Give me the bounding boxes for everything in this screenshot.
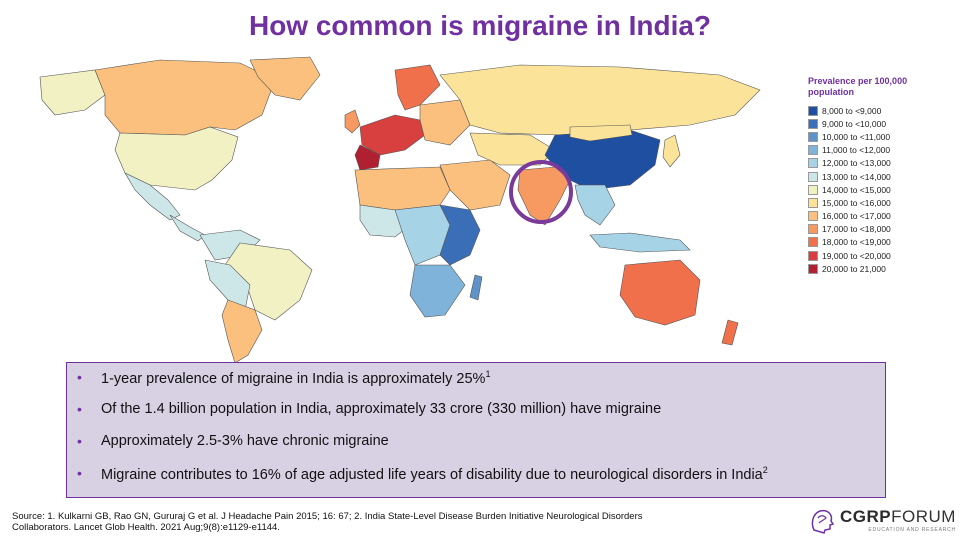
region-southern-africa [409,264,466,318]
bullet-dot-icon: • [77,433,82,449]
region-uk [344,109,361,134]
source-line-1: Source: 1. Kulkarni GB, Rao GN, Gururaj … [12,511,643,522]
region-western-europe [359,114,426,156]
legend-label: 14,000 to <15,000 [822,184,891,195]
legend-item: 14,000 to <15,000 [808,183,958,196]
region-japan [662,134,681,168]
bullet-dot-icon: • [77,465,82,481]
legend-item: 8,000 to <9,000 [808,104,958,117]
cgrp-forum-logo: CGRPFORUM EDUCATION AND RESEARCH [808,504,958,536]
legend-item: 18,000 to <19,000 [808,236,958,249]
legend-item: 19,000 to <20,000 [808,249,958,262]
legend-swatch [808,131,818,142]
bullet-text: Migraine contributes to 16% of age adjus… [101,465,768,483]
legend-label: 18,000 to <19,000 [822,237,891,248]
legend-label: 12,000 to <13,000 [822,158,891,169]
legend-item: 9,000 to <10,000 [808,117,958,130]
region-canada [94,59,276,136]
legend-swatch [808,171,818,182]
bullet-item: • Approximately 2.5-3% have chronic migra… [77,433,875,465]
logo-cgrp: CGRP [840,507,892,526]
legend-label: 16,000 to <17,000 [822,211,891,222]
bullet-text-body: 1-year prevalence of migraine in India i… [101,370,486,387]
legend-title-line2: population [808,87,854,97]
bullet-text: 1-year prevalence of migraine in India i… [101,369,490,387]
legend-label: 9,000 to <10,000 [822,118,887,129]
india-highlight-ring [509,160,573,224]
source-citation: Source: 1. Kulkarni GB, Rao GN, Gururaj … [12,511,772,533]
legend-title: Prevalence per 100,000 population [808,76,958,98]
region-usa [114,126,239,191]
legend-item: 13,000 to <14,000 [808,170,958,183]
logo-subtitle: EDUCATION AND RESEARCH [868,527,956,533]
bullet-item: • 1-year prevalence of migraine in India … [77,369,875,401]
bullet-item: • Of the 1.4 billion population in India,… [77,401,875,433]
legend-swatch [808,237,818,248]
bullet-list: • 1-year prevalence of migraine in India … [77,369,875,497]
bullet-text: Approximately 2.5-3% have chronic migrai… [101,433,389,449]
legend-label: 17,000 to <18,000 [822,224,891,235]
logo-forum: FORUM [891,507,956,526]
region-australia [619,259,701,326]
bullet-dot-icon: • [77,401,82,417]
legend-item: 15,000 to <16,000 [808,196,958,209]
bullet-item: • Migraine contributes to 16% of age adju… [77,465,875,497]
legend-item: 17,000 to <18,000 [808,223,958,236]
legend-swatch [808,197,818,208]
key-facts-box: • 1-year prevalence of migraine in India … [66,362,886,498]
region-new-zealand [721,319,739,346]
region-russia [439,64,761,136]
map-legend: Prevalence per 100,000 population 8,000 … [808,76,958,275]
legend-swatch [808,118,818,129]
legend-label: 8,000 to <9,000 [822,105,882,116]
legend-label: 10,000 to <11,000 [822,131,891,142]
legend-swatch [808,184,818,195]
legend-item: 11,000 to <12,000 [808,144,958,157]
legend-swatch [808,105,818,116]
region-madagascar [469,274,483,301]
legend-title-line1: Prevalence per 100,000 [808,76,908,86]
legend-item: 10,000 to <11,000 [808,130,958,143]
region-china [544,129,661,191]
region-mexico [124,172,181,221]
legend-items: 8,000 to <9,000 9,000 to <10,000 10,000 to… [808,104,958,275]
legend-label: 15,000 to <16,000 [822,197,891,208]
bullet-text: Of the 1.4 billion population in India, … [101,401,661,417]
legend-label: 11,000 to <12,000 [822,145,891,156]
region-southeast-asia [574,184,616,226]
legend-item: 16,000 to <17,000 [808,210,958,223]
world-prevalence-map [39,56,761,364]
legend-swatch [808,158,818,169]
citation-superscript: 2 [762,465,768,475]
legend-swatch [808,145,818,156]
legend-swatch [808,224,818,235]
legend-label: 20,000 to 21,000 [822,263,886,274]
source-line-2: Collaborators. Lancet Glob Health. 2021 … [12,522,280,533]
slide-title: How common is migraine in India? [248,10,712,41]
region-iberia [354,144,381,171]
region-mongolia [569,124,633,142]
legend-item: 20,000 to 21,000 [808,262,958,275]
region-central-asia [469,132,556,166]
region-north-africa [354,166,451,211]
legend-label: 13,000 to <14,000 [822,171,891,182]
legend-swatch [808,211,818,222]
bullet-text-body: Migraine contributes to 16% of age adjus… [101,466,763,483]
region-east-africa [439,204,481,266]
legend-item: 12,000 to <13,000 [808,157,958,170]
legend-swatch [808,263,818,274]
region-middle-east [439,159,511,211]
bullet-dot-icon: • [77,369,82,385]
bullet-text-body: Of the 1.4 billion population in India, … [101,401,662,417]
region-argentina-chile [221,299,263,364]
region-greenland [249,56,321,101]
region-alaska [39,69,106,116]
bullet-text-body: Approximately 2.5-3% have chronic migrai… [101,433,389,449]
head-profile-icon [811,509,835,534]
citation-superscript: 1 [485,369,491,379]
region-central-america [169,214,206,242]
legend-swatch [808,250,818,261]
region-indonesia [589,232,691,253]
legend-label: 19,000 to <20,000 [822,250,891,261]
